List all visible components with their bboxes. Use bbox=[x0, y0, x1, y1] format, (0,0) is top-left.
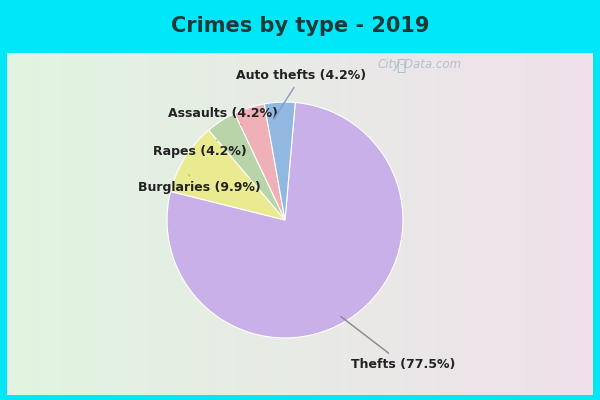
Text: Rapes (4.2%): Rapes (4.2%) bbox=[153, 140, 247, 158]
Wedge shape bbox=[167, 102, 403, 338]
Text: Burglaries (9.9%): Burglaries (9.9%) bbox=[139, 174, 261, 194]
Text: ⓘ: ⓘ bbox=[397, 58, 406, 73]
Text: Crimes by type - 2019: Crimes by type - 2019 bbox=[171, 16, 429, 36]
Text: Thefts (77.5%): Thefts (77.5%) bbox=[341, 316, 455, 371]
Text: Auto thefts (4.2%): Auto thefts (4.2%) bbox=[236, 69, 367, 120]
Text: City-Data.com: City-Data.com bbox=[377, 58, 461, 71]
Text: Assaults (4.2%): Assaults (4.2%) bbox=[168, 107, 278, 125]
Wedge shape bbox=[209, 113, 285, 220]
Wedge shape bbox=[170, 130, 285, 220]
Wedge shape bbox=[264, 102, 295, 220]
Wedge shape bbox=[235, 104, 285, 220]
